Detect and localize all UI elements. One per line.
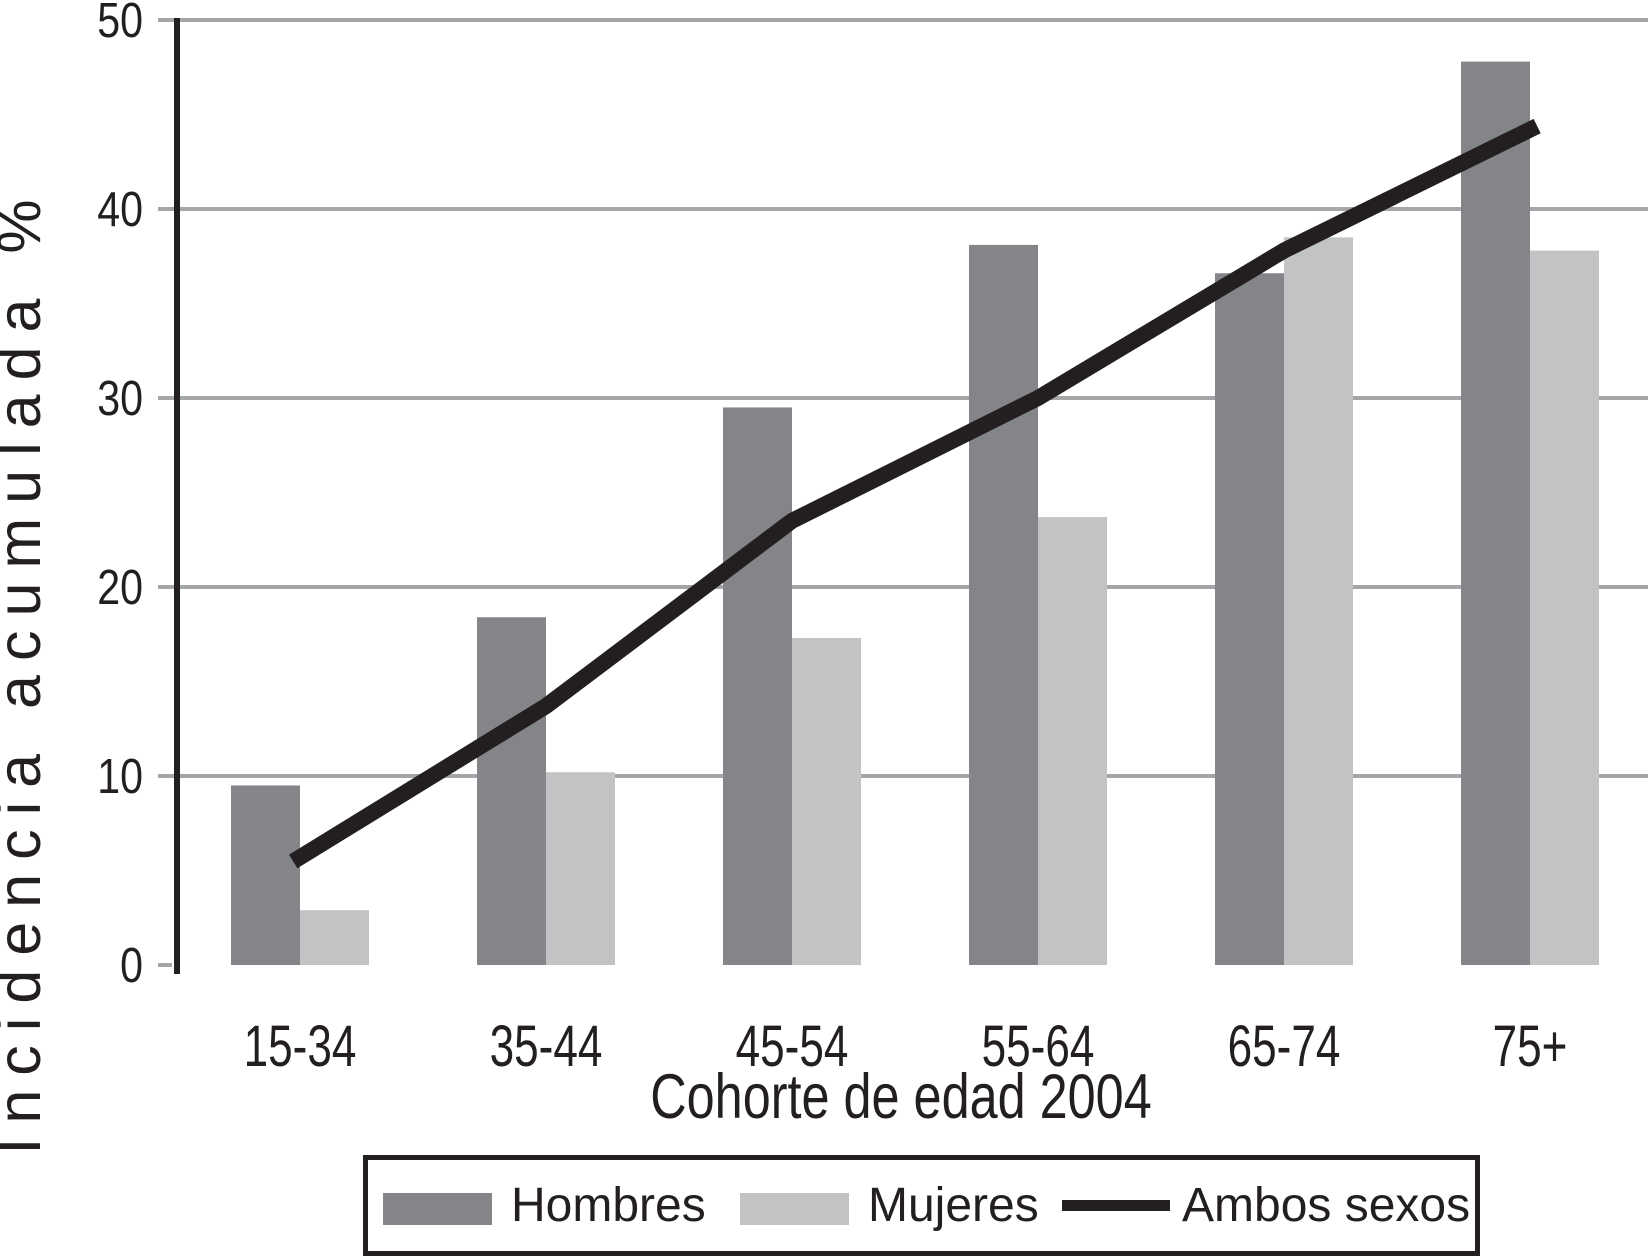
y-tick-label-30: 30 [97, 371, 143, 426]
y-tick-label-10: 10 [97, 749, 143, 804]
legend: Hombres Mujeres Ambos sexos [363, 1155, 1480, 1256]
y-tick-label-group: 10 [97, 749, 143, 804]
bar-mujeres-45-54 [792, 638, 861, 965]
bar-mujeres-15-34 [300, 910, 369, 965]
bar-hombres-15-34 [231, 785, 300, 965]
x-tick-label-45-54: 45-54 [736, 1013, 849, 1078]
x-tick-label-group: 65-74 [1228, 1013, 1341, 1078]
x-tick-label-group: 35-44 [490, 1013, 603, 1078]
line-ambos-sexos [288, 118, 1541, 869]
y-axis-title: Incidencia acumulada % [0, 185, 53, 1154]
bar-hombres-75+ [1461, 61, 1530, 965]
bar-mujeres-65-74 [1284, 237, 1353, 966]
bar-hombres-35-44 [477, 617, 546, 965]
y-tick-label-20: 20 [97, 560, 143, 615]
y-tick-label-0: 0 [120, 938, 143, 993]
x-tick-label-65-74: 65-74 [1228, 1013, 1341, 1078]
x-tick-label-group: 15-34 [244, 1013, 357, 1078]
bars-layer [231, 61, 1599, 966]
y-tick-label-group: 0 [120, 938, 143, 993]
line-series-layer [288, 118, 1541, 869]
x-tick-label-75+: 75+ [1493, 1013, 1568, 1078]
x-tick-label-55-64: 55-64 [982, 1013, 1095, 1078]
bar-mujeres-55-64 [1038, 517, 1107, 965]
y-tick-label-group: 50 [97, 0, 143, 48]
x-tick-label-group: 75+ [1493, 1013, 1568, 1078]
x-tick-label-35-44: 35-44 [490, 1013, 603, 1078]
legend-label-hombres: Hombres [511, 1179, 706, 1232]
bar-hombres-55-64 [969, 244, 1038, 965]
gridlines-layer [158, 18, 1648, 967]
bar-hombres-45-54 [723, 407, 792, 965]
y-tick-label-50: 50 [97, 0, 143, 48]
legend-swatch-hombres [383, 1193, 492, 1225]
x-tick-label-group: 45-54 [736, 1013, 849, 1078]
tick-labels-layer: 0 10 20 30 40 50 15-34 35-44 45-54 55-64 65-74 75+ [97, 0, 1567, 1078]
legend-label-mujeres: Mujeres [868, 1179, 1039, 1232]
x-axis-title: Cohorte de edad 2004 [650, 1062, 1151, 1133]
y-tick-label-group: 40 [97, 182, 143, 237]
legend-line-swatch-ambos-sexos [1062, 1200, 1170, 1211]
x-tick-label-group: 55-64 [982, 1013, 1095, 1078]
bar-hombres-65-74 [1215, 273, 1284, 965]
y-tick-label-group: 20 [97, 560, 143, 615]
legend-label-ambos-sexos: Ambos sexos [1182, 1179, 1471, 1232]
y-tick-label-40: 40 [97, 182, 143, 237]
x-tick-label-15-34: 15-34 [244, 1013, 357, 1078]
bar-mujeres-75+ [1530, 250, 1599, 965]
y-tick-label-group: 30 [97, 371, 143, 426]
bar-mujeres-35-44 [546, 772, 615, 965]
legend-swatch-mujeres [740, 1193, 849, 1225]
